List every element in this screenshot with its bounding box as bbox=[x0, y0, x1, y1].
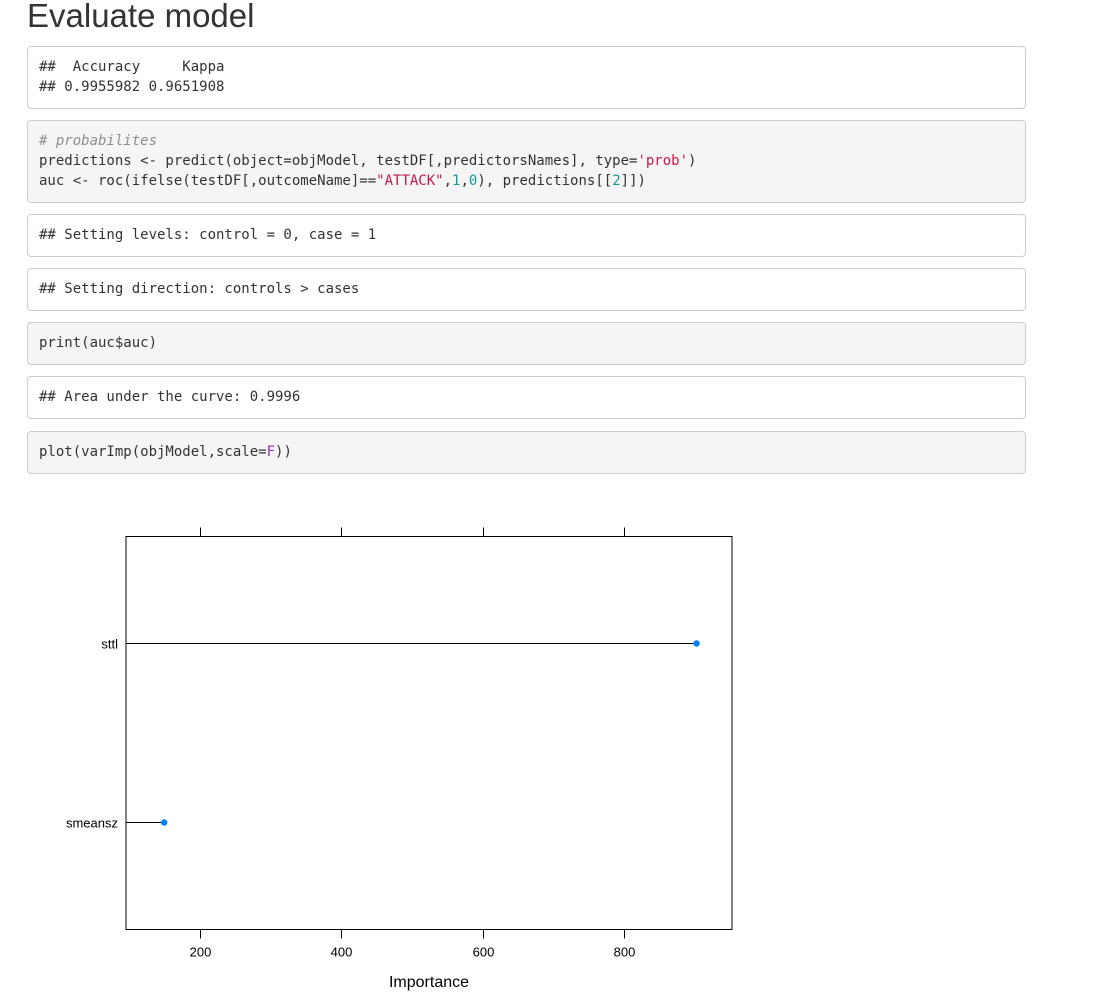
code-text: , bbox=[460, 173, 469, 189]
code-number: 2 bbox=[612, 173, 621, 189]
code-text: ), predictions[[ bbox=[477, 173, 613, 189]
output-line: ## Area under the curve: 0.9996 bbox=[39, 389, 301, 405]
code-predictions: # probabilites predictions <- predict(obj… bbox=[27, 120, 1026, 203]
y-category-label: smeansz bbox=[66, 816, 118, 831]
code-text: plot(varImp(objModel,scale= bbox=[39, 444, 267, 460]
code-text: )) bbox=[275, 444, 292, 460]
code-line-predict: predictions <- predict(object=objModel, … bbox=[39, 151, 1014, 171]
x-tick-label: 800 bbox=[614, 945, 636, 960]
output-auc: ## Area under the curve: 0.9996 bbox=[27, 376, 1026, 419]
code-number: 1 bbox=[452, 173, 461, 189]
output-line: ## Setting direction: controls > cases bbox=[39, 281, 360, 297]
importance-point bbox=[161, 819, 168, 826]
code-keyword: F bbox=[266, 444, 276, 460]
x-tick-label: 600 bbox=[473, 945, 495, 960]
code-comment: # probabilites bbox=[39, 133, 158, 149]
code-line: plot(varImp(objModel,scale=F)) bbox=[39, 442, 1014, 462]
variable-importance-chart: 200 400 600 800 sttl smeansz Importance bbox=[66, 527, 733, 991]
code-string: 'prob' bbox=[637, 153, 689, 169]
code-line: print(auc$auc) bbox=[39, 335, 158, 351]
code-text: , bbox=[443, 173, 453, 189]
output-values-line: ## 0.9955982 0.9651908 bbox=[39, 79, 225, 95]
output-setting-levels: ## Setting levels: control = 0, case = 1 bbox=[27, 214, 1026, 257]
code-text: predictions <- predict(object=objModel, … bbox=[39, 153, 638, 169]
code-text: auc <- roc(ifelse(testDF[,outcomeName]== bbox=[39, 173, 377, 189]
code-number: 0 bbox=[468, 173, 478, 189]
chart-marks: 200 400 600 800 sttl smeansz bbox=[66, 527, 700, 960]
code-text: ) bbox=[688, 153, 697, 169]
code-text: ]]) bbox=[620, 173, 646, 189]
y-category-label: sttl bbox=[101, 637, 118, 652]
x-axis-label: Importance bbox=[389, 974, 469, 991]
output-header-line: ## Accuracy Kappa bbox=[39, 59, 225, 75]
x-tick-label: 200 bbox=[190, 945, 212, 960]
output-line: ## Setting levels: control = 0, case = 1 bbox=[39, 227, 377, 243]
x-tick-label: 400 bbox=[331, 945, 353, 960]
importance-point bbox=[693, 640, 700, 647]
code-plot-varimp: plot(varImp(objModel,scale=F)) bbox=[27, 431, 1026, 474]
section-heading: Evaluate model bbox=[27, 0, 255, 34]
code-print-auc: print(auc$auc) bbox=[27, 322, 1026, 365]
output-accuracy-kappa: ## Accuracy Kappa ## 0.9955982 0.9651908 bbox=[27, 46, 1026, 109]
output-setting-direction: ## Setting direction: controls > cases bbox=[27, 268, 1026, 311]
code-string: "ATTACK" bbox=[376, 173, 444, 189]
code-line-roc: auc <- roc(ifelse(testDF[,outcomeName]==… bbox=[39, 171, 1014, 191]
plot-frame bbox=[125, 536, 733, 930]
